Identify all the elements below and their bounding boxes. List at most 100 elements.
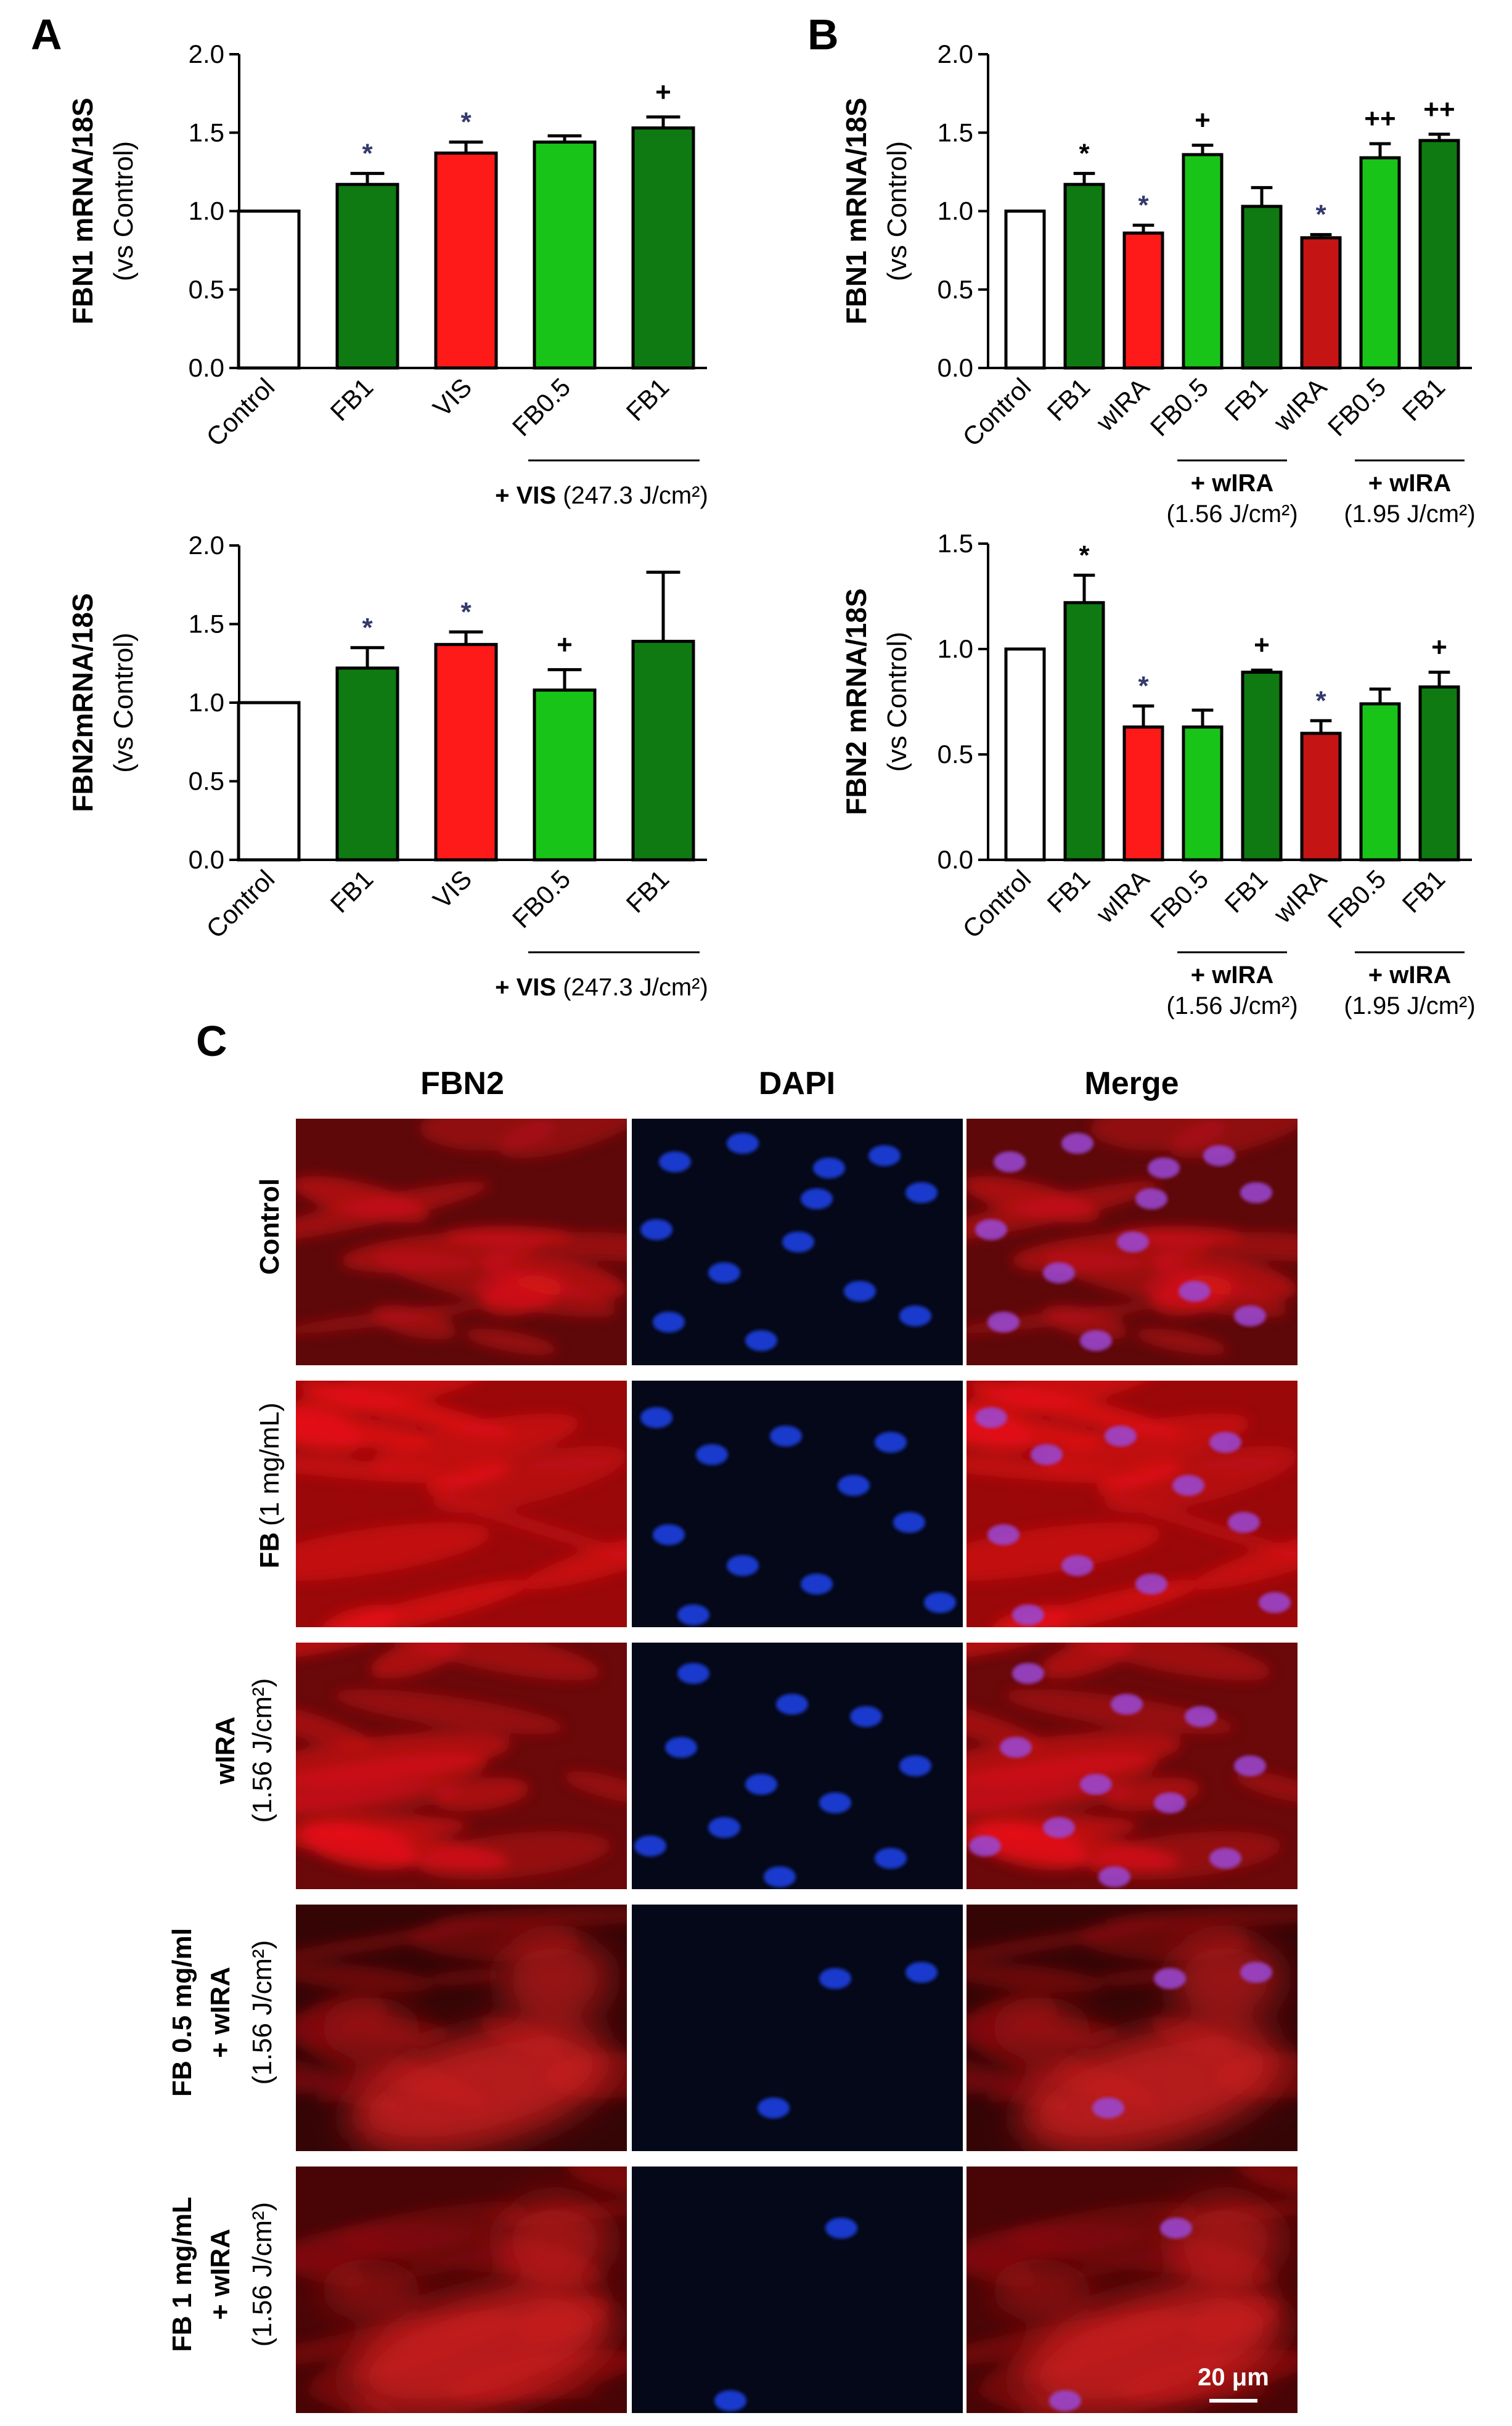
nucleus bbox=[677, 1604, 709, 1625]
y-tick-label: 2.0 bbox=[189, 531, 224, 560]
nucleus bbox=[1234, 1755, 1266, 1776]
nucleus bbox=[1043, 1262, 1075, 1283]
nucleus bbox=[838, 1475, 870, 1496]
y-tick-label: 2.0 bbox=[938, 39, 973, 68]
condition-label: + wIRA bbox=[1368, 962, 1451, 989]
significance-mark: + bbox=[1254, 630, 1270, 660]
nucleus bbox=[677, 1663, 709, 1684]
column-header-fbn2: FBN2 bbox=[420, 1066, 504, 1101]
nucleus bbox=[1185, 1706, 1217, 1727]
nucleus bbox=[640, 1219, 672, 1240]
microscopy-grid: FBN2 DAPI Merge Control FB(1 mg/mL) wIRA… bbox=[167, 1066, 1297, 2413]
significance-mark: * bbox=[1315, 200, 1326, 230]
bar bbox=[1063, 601, 1105, 862]
column-header-merge: Merge bbox=[1084, 1066, 1179, 1101]
y-tick-label: 0.0 bbox=[189, 353, 224, 382]
x-tick-label: FB1 bbox=[1042, 372, 1096, 427]
condition-dose: (1.56 J/cm²) bbox=[1166, 992, 1297, 1019]
x-tick-label: VIS bbox=[427, 372, 477, 422]
svg-text:FB(1 mg/mL): FB(1 mg/mL) bbox=[255, 1402, 285, 1568]
condition-label: + wIRA bbox=[1191, 962, 1273, 989]
nucleus bbox=[1148, 1158, 1180, 1178]
micrograph-dapi-row-3 bbox=[632, 1643, 963, 1889]
condition-label: + wIRA bbox=[1368, 470, 1451, 497]
y-tick-label: 0.5 bbox=[189, 275, 224, 304]
nucleus bbox=[905, 1962, 938, 1983]
bar bbox=[1241, 671, 1283, 862]
nucleus bbox=[708, 1817, 740, 1838]
micrograph-fbn2-row-4 bbox=[296, 1905, 627, 2151]
bar bbox=[1182, 725, 1224, 862]
x-tick-label: wIRA bbox=[1267, 864, 1332, 929]
x-tick-label: FB1 bbox=[1397, 864, 1451, 918]
y-tick-label: 2.0 bbox=[189, 39, 224, 68]
nucleus bbox=[1012, 1604, 1044, 1625]
bar bbox=[1241, 205, 1283, 370]
nucleus bbox=[1234, 1305, 1266, 1326]
nucleus bbox=[1061, 1133, 1093, 1154]
y-tick-label: 1.5 bbox=[189, 610, 224, 639]
significance-mark: * bbox=[1138, 671, 1149, 701]
nucleus bbox=[893, 1512, 925, 1533]
chart-b-fbn1: 0.0 0.5 1.0 1.5 2.0 FBN1 mRNA/18S (vs Control)… bbox=[840, 39, 1476, 528]
x-tick-label: FB1 bbox=[1219, 864, 1273, 918]
chart-a-fbn2: 0.0 0.5 1.0 1.5 2.0 FBN2mRNA/18S (vs Control) C… bbox=[67, 531, 708, 1001]
panel-label-c: C bbox=[196, 1017, 227, 1065]
row-label-fb1: FB(1 mg/mL) bbox=[255, 1402, 285, 1568]
y-tick-label: 1.0 bbox=[189, 688, 224, 717]
significance-mark: + bbox=[1431, 632, 1447, 663]
bar bbox=[1418, 685, 1460, 862]
svg-text:FB 1 mg/mL: FB 1 mg/mL bbox=[167, 2197, 197, 2352]
x-tick-label: FB1 bbox=[621, 372, 675, 427]
condition-dose: (1.95 J/cm²) bbox=[1344, 992, 1475, 1019]
y-tick-label: 0.0 bbox=[938, 353, 973, 382]
micrograph-dapi-row-5 bbox=[632, 2167, 963, 2413]
nucleus bbox=[975, 1219, 1007, 1240]
nucleus bbox=[1061, 1555, 1093, 1576]
nucleus bbox=[1179, 1281, 1211, 1302]
x-tick-label: FB1 bbox=[1042, 864, 1096, 918]
nucleus bbox=[653, 1524, 685, 1545]
nucleus bbox=[975, 1407, 1007, 1428]
nucleus bbox=[1098, 1866, 1130, 1887]
nucleus bbox=[745, 1330, 777, 1351]
nucleus bbox=[819, 1792, 851, 1813]
nucleus bbox=[1135, 1188, 1167, 1209]
nucleus bbox=[1031, 1444, 1063, 1465]
bar bbox=[631, 126, 695, 370]
nucleus bbox=[801, 1574, 833, 1595]
significance-mark: * bbox=[1138, 190, 1149, 220]
nucleus bbox=[1228, 1512, 1260, 1533]
x-tick-label: FB0.5 bbox=[1322, 372, 1391, 441]
nucleus bbox=[1111, 1694, 1143, 1715]
x-tick-label: FB0.5 bbox=[507, 372, 576, 441]
nucleus bbox=[813, 1158, 845, 1178]
nucleus bbox=[1259, 1592, 1291, 1613]
nucleus bbox=[714, 2390, 746, 2411]
nucleus bbox=[850, 1706, 882, 1727]
nucleus bbox=[987, 1524, 1020, 1545]
bar bbox=[1418, 139, 1460, 370]
nucleus bbox=[758, 2097, 790, 2118]
nucleus bbox=[1209, 1848, 1241, 1869]
nucleus bbox=[801, 1188, 833, 1209]
nucleus bbox=[634, 1836, 666, 1856]
x-tick-label: FB0.5 bbox=[1322, 864, 1391, 933]
significance-mark: + bbox=[655, 77, 671, 107]
micrograph-merge-row-1 bbox=[966, 1119, 1297, 1365]
significance-mark: * bbox=[1079, 138, 1090, 168]
nucleus bbox=[1209, 1432, 1241, 1453]
nucleus bbox=[1012, 1663, 1044, 1684]
micrograph-dapi-row-1 bbox=[632, 1119, 963, 1365]
chart-a-fbn1: 0.0 0.5 1.0 1.5 2.0 FBN1 mRNA/18S (vs Control)… bbox=[67, 39, 708, 509]
nucleus bbox=[1080, 1330, 1112, 1351]
bar bbox=[1182, 153, 1224, 370]
nucleus bbox=[770, 1426, 802, 1447]
nucleus bbox=[1105, 1426, 1137, 1447]
bar bbox=[1004, 647, 1046, 862]
x-tick-label: FB1 bbox=[325, 372, 379, 427]
x-tick-label: FB0.5 bbox=[1145, 372, 1214, 441]
nucleus bbox=[924, 1592, 956, 1613]
condition-label: + VIS (247.3 J/cm²) bbox=[495, 974, 708, 1001]
